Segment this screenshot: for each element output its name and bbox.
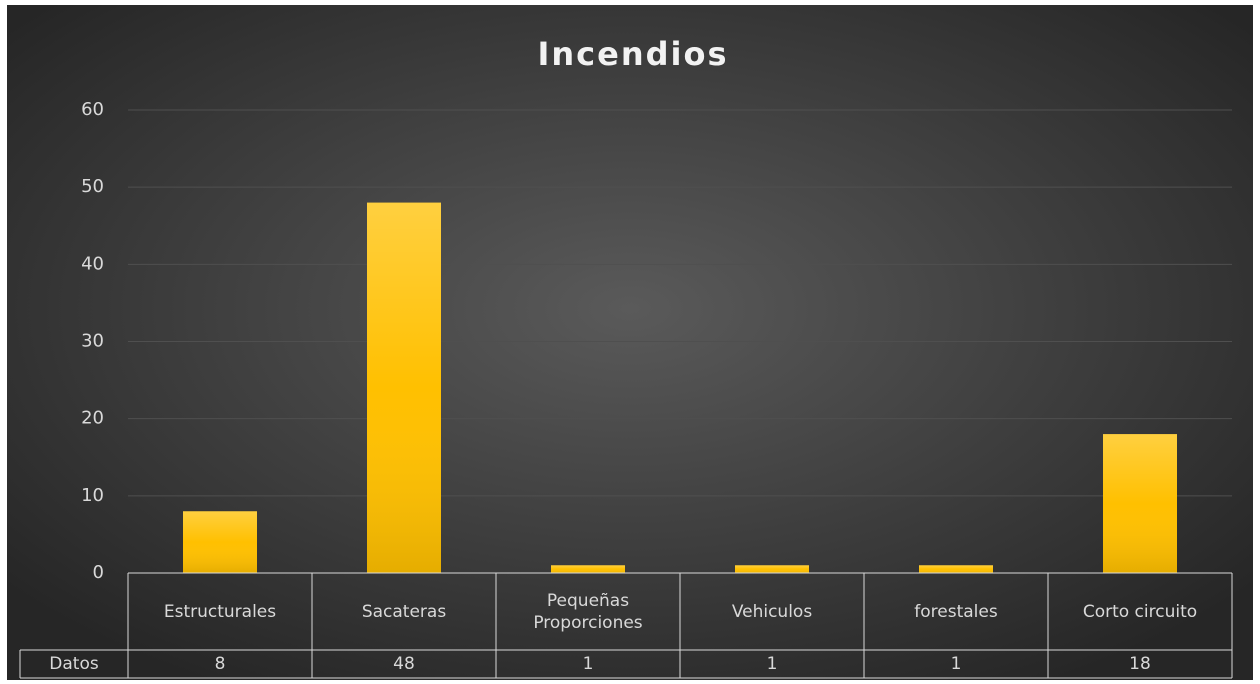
y-tick-label: 50 (81, 176, 104, 197)
bar-shade (735, 565, 809, 573)
category-label: Corto circuito (1082, 601, 1198, 622)
category-label: Vehiculos (731, 601, 813, 622)
y-tick-label: 0 (93, 562, 104, 583)
table-value: 8 (214, 654, 226, 674)
bar-shade (551, 565, 625, 573)
y-tick-label: 60 (81, 99, 104, 120)
table-value: 1 (582, 654, 594, 674)
chart-title: Incendios (537, 35, 728, 73)
bar-shade (919, 565, 993, 573)
y-tick-label: 40 (81, 253, 104, 274)
category-label: forestales (914, 601, 998, 622)
bar-shade (1103, 434, 1177, 573)
y-tick-label: 20 (81, 408, 104, 429)
table-value: 48 (393, 654, 415, 674)
category-label: Estructurales (163, 601, 277, 622)
table-value: 18 (1129, 654, 1151, 674)
category-label: Sacateras (361, 601, 447, 622)
y-tick-label: 30 (81, 331, 104, 352)
category-label: Pequeñas Proporciones (533, 590, 643, 633)
legend-entry: Datos (49, 654, 99, 674)
y-tick-label: 10 (81, 485, 104, 506)
bar-shade (183, 511, 257, 573)
table-value: 1 (766, 654, 778, 674)
table-value: 1 (950, 654, 962, 674)
bar-shade (367, 202, 441, 573)
